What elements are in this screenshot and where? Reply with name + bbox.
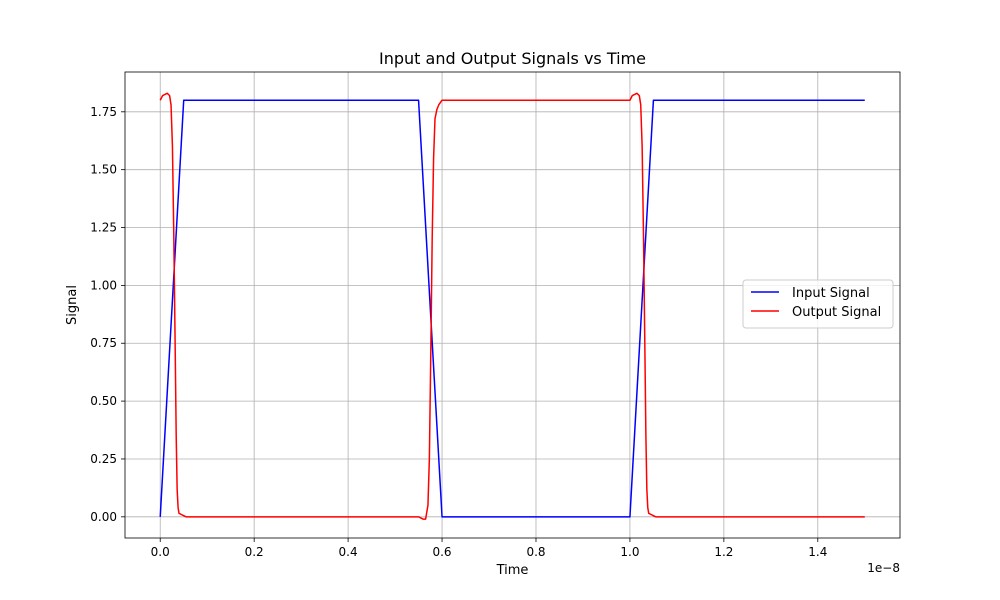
y-tick-label: 0.50: [90, 394, 117, 408]
y-axis-label: Signal: [65, 285, 80, 325]
output-signal-line: [159, 92, 865, 520]
input-signal-line: [159, 99, 865, 518]
x-tick-label: 0.6: [432, 545, 451, 559]
plot-frame: [124, 71, 901, 539]
y-tick-label: 0.25: [90, 452, 117, 466]
x-axis-label: Time: [496, 563, 529, 578]
y-tick-label: 1.75: [90, 105, 117, 119]
x-tick-label: 1.2: [714, 545, 733, 559]
y-axis-ticks: 0.00 0.25 0.50 0.75 1.00 1.25 1.50 1.75: [90, 105, 125, 524]
x-axis-ticks: 0.0 0.2 0.4 0.6 0.8 1.0 1.2 1.4: [151, 538, 827, 559]
chart-title: Input and Output Signals vs Time: [379, 49, 646, 68]
y-tick-label: 1.50: [90, 163, 117, 177]
y-tick-label: 1.25: [90, 221, 117, 235]
legend-label-input-signal: Input Signal: [792, 286, 870, 301]
x-tick-label: 1.4: [808, 545, 827, 559]
series-layer: [159, 92, 865, 520]
y-tick-label: 0.00: [90, 510, 117, 524]
x-tick-label: 0.4: [339, 545, 358, 559]
legend-label-output-signal: Output Signal: [792, 305, 881, 320]
y-tick-label: 1.00: [90, 278, 117, 292]
x-axis-offset-label: 1e−8: [867, 561, 900, 575]
x-tick-label: 0.8: [526, 545, 545, 559]
x-tick-label: 0.2: [245, 545, 264, 559]
legend-box: [742, 279, 894, 329]
y-tick-label: 0.75: [90, 336, 117, 350]
x-tick-label: 0.0: [151, 545, 170, 559]
legend: Input Signal Output Signal: [742, 279, 894, 329]
x-tick-label: 1.0: [620, 545, 639, 559]
